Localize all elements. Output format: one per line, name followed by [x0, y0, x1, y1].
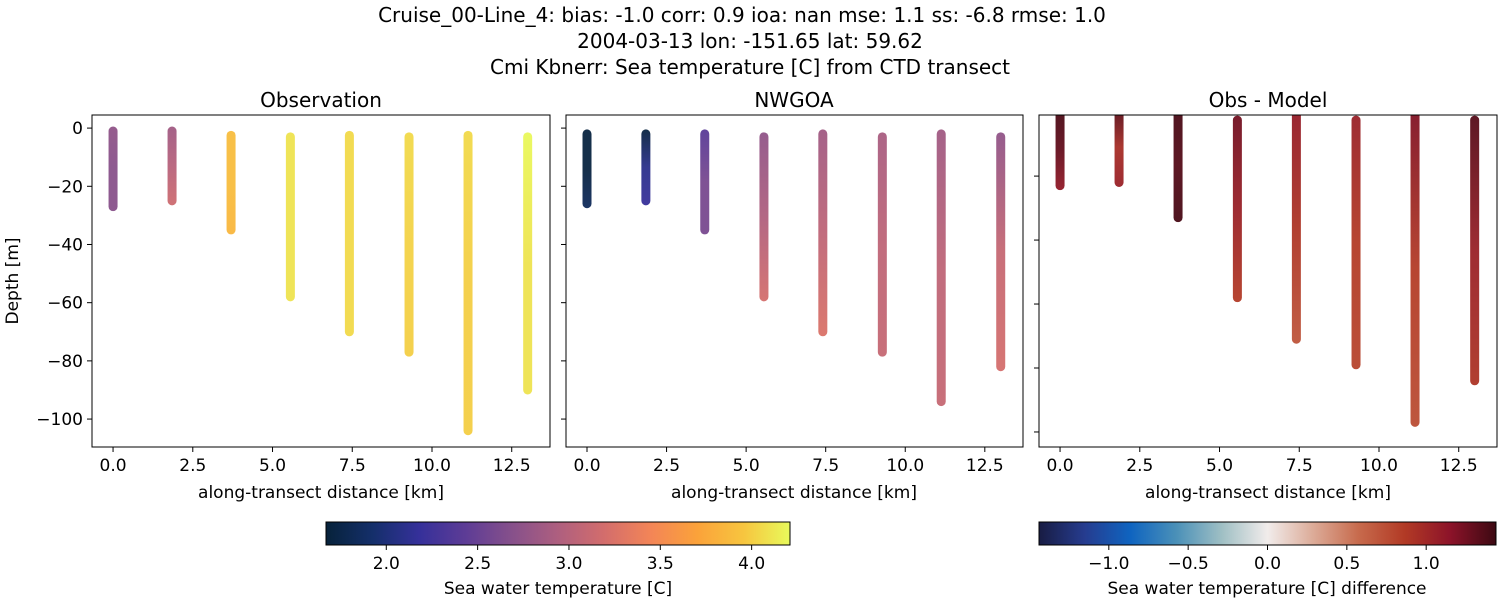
- y-tick-label-0-1: −20: [47, 177, 83, 197]
- y-tick-label-0-4: −80: [47, 352, 83, 372]
- x-tick-label-2-4: 10.0: [1360, 456, 1398, 476]
- panel-title-observation: Observation: [260, 88, 382, 112]
- profile-0-0: [108, 126, 118, 212]
- x-tick-label-1-2: 5.0: [733, 456, 760, 476]
- profile-0-4: [344, 130, 354, 337]
- x-tick-label-1-0: 0.0: [573, 456, 600, 476]
- panel-title-nwgoa: NWGOA: [754, 88, 834, 112]
- colorbar-tick-label-1-4: 1.0: [1413, 554, 1440, 574]
- profile-1-1: [641, 129, 651, 206]
- x-tick-label-0-1: 2.5: [179, 456, 206, 476]
- axes-frame-0: [91, 114, 551, 448]
- x-tick-label-0-4: 10.0: [413, 456, 451, 476]
- y-tick-label-0-3: −60: [47, 294, 83, 314]
- profile-2-0: [1055, 115, 1065, 191]
- profile-1-5: [877, 132, 887, 357]
- profile-1-2: [700, 129, 710, 235]
- colorbar-tick-label-0-1: 2.5: [464, 554, 491, 574]
- colorbar-tick-label-0-4: 4.0: [738, 554, 765, 574]
- colorbar-tick-label-1-2: 0.0: [1254, 554, 1281, 574]
- x-tick-label-2-5: 12.5: [1440, 456, 1478, 476]
- x-axis-label-nwgoa: along-transect distance [km]: [671, 483, 917, 503]
- plot-area-1: [582, 129, 1006, 407]
- profile-2-1: [1114, 115, 1124, 187]
- x-tick-label-1-4: 10.0: [886, 456, 924, 476]
- colorbar-label-temperature: Sea water temperature [C]: [444, 579, 672, 599]
- profile-1-0: [582, 129, 592, 209]
- x-tick-label-2-1: 2.5: [1126, 456, 1153, 476]
- x-tick-label-2-3: 7.5: [1286, 456, 1313, 476]
- axes-frame-2: [1038, 114, 1498, 448]
- profile-2-7: [1470, 115, 1480, 386]
- y-tick-label-0-2: −40: [47, 235, 83, 255]
- suptitle-line-1: Cruise_00-Line_4: bias: -1.0 corr: 0.9 i…: [378, 3, 1106, 27]
- profile-0-5: [404, 132, 414, 357]
- profile-0-3: [285, 132, 295, 302]
- colorbar-tick-label-1-0: −1.0: [1088, 554, 1129, 574]
- colorbar-tick-label-1-3: 0.5: [1333, 554, 1360, 574]
- x-tick-label-1-3: 7.5: [812, 456, 839, 476]
- x-tick-label-0-0: 0.0: [100, 456, 127, 476]
- y-axis-label: Depth [m]: [3, 237, 23, 324]
- x-tick-label-0-5: 12.5: [493, 456, 531, 476]
- plot-area-2: [1055, 115, 1480, 427]
- colorbar-0: [325, 521, 791, 546]
- profile-2-5: [1351, 115, 1361, 370]
- profile-0-6: [463, 130, 473, 436]
- profile-2-6: [1410, 115, 1420, 427]
- x-tick-label-0-2: 5.0: [259, 456, 286, 476]
- x-tick-label-1-5: 12.5: [966, 456, 1004, 476]
- colorbar-label-difference: Sea water temperature [C] difference: [1107, 579, 1426, 599]
- profile-0-7: [523, 132, 533, 395]
- colorbar-tick-label-0-0: 2.0: [373, 554, 400, 574]
- profile-2-2: [1173, 115, 1183, 223]
- profile-0-2: [226, 130, 236, 235]
- suptitle-line-3: Cmi Kbnerr: Sea temperature [C] from CTD…: [490, 55, 1010, 79]
- panel-title-obs-minus-model: Obs - Model: [1209, 88, 1328, 112]
- x-axis-label-obs-minus-model: along-transect distance [km]: [1145, 483, 1391, 503]
- colorbar-tick-label-1-1: −0.5: [1168, 554, 1209, 574]
- x-axis-label-observation: along-transect distance [km]: [198, 483, 444, 503]
- x-tick-label-0-3: 7.5: [339, 456, 366, 476]
- profile-1-6: [936, 129, 946, 407]
- suptitle-line-2: 2004-03-13 lon: -151.65 lat: 59.62: [577, 29, 923, 53]
- colorbar-tick-label-0-3: 3.5: [647, 554, 674, 574]
- x-tick-label-1-1: 2.5: [653, 456, 680, 476]
- x-tick-label-2-0: 0.0: [1047, 456, 1074, 476]
- profile-0-1: [167, 126, 177, 206]
- profile-2-4: [1291, 115, 1301, 344]
- profile-1-4: [818, 129, 828, 337]
- x-tick-label-2-2: 5.0: [1206, 456, 1233, 476]
- profile-1-7: [996, 132, 1006, 372]
- y-tick-label-0-5: −100: [36, 410, 83, 430]
- y-tick-label-0-0: 0: [72, 119, 83, 139]
- axes-frame-1: [565, 114, 1024, 448]
- colorbar-1: [1038, 521, 1497, 546]
- colorbar-tick-label-0-2: 3.0: [555, 554, 582, 574]
- plot-area-0: [108, 126, 533, 436]
- profile-1-3: [759, 132, 769, 302]
- profile-2-3: [1232, 115, 1242, 303]
